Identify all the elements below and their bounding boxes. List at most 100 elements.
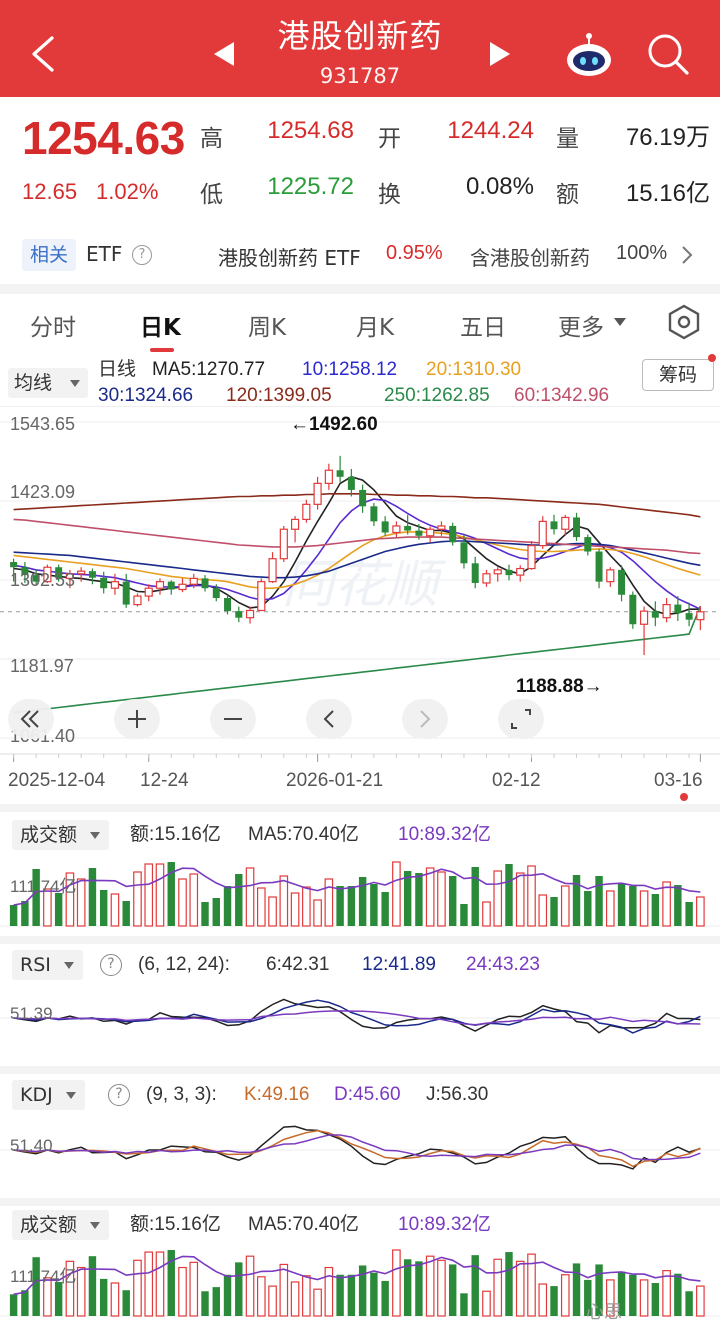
volume-bar (313, 1288, 322, 1317)
volume-bar (696, 1285, 705, 1317)
open-label: 开 (378, 126, 401, 152)
turnover-label: 换 (378, 182, 401, 208)
candle-body (178, 583, 187, 591)
watermark-text: 心思 (586, 1302, 622, 1323)
volume-bar (482, 901, 491, 927)
etf-name[interactable]: 港股创新药 ETF (218, 246, 361, 270)
volume-bar (437, 1259, 446, 1317)
candle-body (370, 506, 378, 522)
volume-bar (324, 1266, 334, 1317)
volume-bar (122, 901, 130, 926)
tab-more[interactable]: 更多 (558, 315, 604, 341)
volume-bar (21, 1290, 29, 1316)
kdj-k: K:49.16 (244, 1084, 310, 1105)
volume-indicator-selector[interactable]: 成交额 (12, 820, 110, 850)
volume-bar (381, 892, 389, 926)
volume-bar (144, 1251, 154, 1317)
volume-bar-chart[interactable] (0, 852, 720, 932)
candlestick-chart[interactable]: 同花顺 (0, 406, 720, 766)
fullscreen-button[interactable] (498, 699, 544, 739)
tab-five-day[interactable]: 五日 (460, 315, 506, 341)
rsi-24: 24:43.23 (466, 954, 540, 975)
volume-bar (235, 874, 243, 926)
volume-bar (527, 865, 536, 927)
next-stock-icon[interactable] (488, 40, 512, 68)
volume-bar (605, 890, 615, 927)
help-icon[interactable]: ? (108, 1084, 130, 1106)
divider (0, 1198, 720, 1206)
candle-body (685, 613, 693, 620)
volume-ma-line (13, 867, 701, 906)
candle-body (155, 581, 165, 589)
divider (0, 284, 720, 294)
volume-y-label: 111.74亿 (10, 1267, 77, 1286)
volume-bar (54, 1281, 63, 1316)
volume-bar (572, 1263, 581, 1316)
volume-bar (460, 1293, 468, 1316)
candle-body (538, 520, 547, 547)
volume-bar (9, 905, 18, 926)
minus-icon (224, 718, 242, 720)
candle-body (167, 581, 175, 590)
notification-dot (708, 354, 716, 362)
volume-value: 76.19万 (625, 124, 710, 151)
amount-label: 额 (556, 182, 579, 208)
latest-marker-dot (680, 793, 688, 801)
tab-intraday[interactable]: 分时 (30, 315, 76, 341)
volume-bar (133, 871, 142, 927)
volume-bar (290, 892, 300, 927)
volume-bar (347, 886, 356, 926)
previous-stock-icon[interactable] (212, 40, 236, 68)
volume-bar (471, 1255, 479, 1316)
volume-bar (550, 1286, 558, 1316)
kdj-d: D:45.60 (334, 1084, 401, 1105)
tab-weekly-k[interactable]: 周K (248, 315, 287, 341)
volume-bar (415, 873, 423, 926)
chips-button[interactable]: 筹码 (642, 359, 714, 391)
volume-bar (493, 1258, 503, 1317)
help-icon[interactable]: ? (100, 954, 122, 976)
related-etf-row[interactable]: 相关 ETF ? 港股创新药 ETF 0.95% 含港股创新药 100% (0, 236, 720, 276)
volume-bar (212, 1287, 220, 1316)
volume-indicator-label: 成交额 (20, 824, 78, 846)
candle-body (449, 525, 457, 543)
tab-daily-k[interactable]: 日K (140, 315, 181, 341)
zoom-in-button[interactable] (114, 699, 160, 739)
volume-bar (99, 890, 108, 926)
volume-bar (381, 1280, 389, 1316)
tab-monthly-k[interactable]: 月K (356, 315, 395, 341)
back-icon[interactable] (28, 34, 58, 74)
scroll-left-button[interactable] (306, 699, 352, 739)
volume-bar (674, 885, 682, 926)
volume-bar-chart-2[interactable] (0, 1240, 720, 1322)
rsi-line-chart[interactable] (0, 982, 720, 1062)
search-icon[interactable] (646, 32, 690, 76)
ma-selector[interactable]: 均线 (8, 368, 88, 398)
kdj-params: (9, 3, 3): (146, 1084, 217, 1105)
high-annotation: ←1492.60 (290, 414, 378, 435)
kdj-indicator-selector[interactable]: KDJ (12, 1080, 85, 1110)
volume-bar (639, 1279, 649, 1317)
volume-bar (560, 885, 570, 927)
x-tick-label: 2026-01-21 (286, 770, 384, 791)
zoom-out-button[interactable] (210, 699, 256, 739)
more-dropdown-icon[interactable] (614, 318, 626, 326)
volume-bar (560, 1274, 570, 1317)
help-icon[interactable]: ? (132, 245, 152, 265)
volume-bar (515, 1260, 525, 1317)
assistant-robot-icon[interactable] (563, 30, 615, 78)
kdj-line-chart[interactable] (0, 1110, 720, 1196)
candle-body (43, 566, 52, 583)
volume-bar (696, 896, 705, 927)
settings-hexagon-icon[interactable] (666, 304, 702, 340)
candle-body (662, 603, 671, 619)
volume-bar (482, 1290, 491, 1317)
etf-contain-label: 含港股创新药 (470, 246, 590, 270)
volume-bar (65, 872, 75, 927)
volume-indicator-selector-2[interactable]: 成交额 (12, 1210, 110, 1240)
scroll-right-button[interactable] (402, 699, 448, 739)
ma20-value: 20:1310.30 (426, 359, 522, 380)
scroll-start-button[interactable] (8, 699, 54, 739)
chevron-right-icon[interactable] (680, 244, 694, 266)
rsi-indicator-selector[interactable]: RSI (12, 950, 83, 980)
